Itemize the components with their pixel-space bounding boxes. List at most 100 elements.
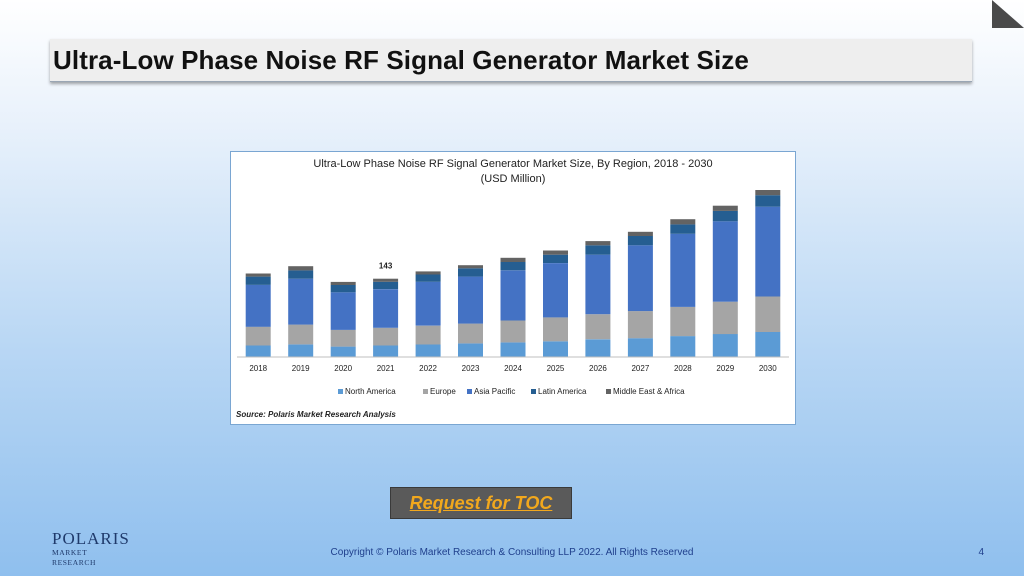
- bar-2024-asia-pacific: [500, 270, 526, 321]
- bar-2029-north-america: [712, 334, 738, 357]
- bar-2018-middle-east-africa: [245, 273, 271, 277]
- bar-2024-latin-america: [500, 262, 526, 271]
- bar-2022-middle-east-africa: [415, 271, 441, 275]
- bar-2019-middle-east-africa: [288, 266, 314, 271]
- x-tick-2023: 2023: [462, 364, 480, 373]
- x-tick-2030: 2030: [759, 364, 777, 373]
- bar-2021-north-america: [373, 345, 399, 357]
- bar-2019-asia-pacific: [288, 278, 314, 325]
- x-tick-labels: 2018 2019 2020 2021 2022 2023 2024 2025 2026 2027…: [249, 364, 777, 373]
- bar-2026-north-america: [585, 339, 611, 357]
- bar-2021-middle-east-africa: [373, 278, 399, 282]
- legend-swatch-asia-pacific: [467, 389, 472, 394]
- corner-triangle-decoration: [992, 0, 1024, 28]
- bar-2025-north-america: [543, 341, 568, 357]
- chart-source: Source: Polaris Market Research Analysis: [236, 410, 396, 419]
- bar-2025-middle-east-africa: [543, 250, 568, 255]
- bar-2023-north-america: [458, 343, 483, 357]
- bar-2023-middle-east-africa: [458, 265, 483, 269]
- x-tick-2021: 2021: [377, 364, 395, 373]
- bar-2020-asia-pacific: [330, 292, 356, 330]
- bar-2027-europe: [627, 311, 653, 339]
- bar-2018-latin-america: [245, 276, 271, 285]
- bar-2022-latin-america: [415, 274, 441, 282]
- bar-2030-asia-pacific: [755, 206, 781, 297]
- x-tick-2027: 2027: [631, 364, 649, 373]
- legend-swatch-europe: [423, 389, 428, 394]
- bar-2028-europe: [670, 306, 696, 337]
- data-label-2021: 143: [379, 262, 393, 271]
- bar-2029-latin-america: [712, 210, 738, 222]
- bar-2028-north-america: [670, 336, 696, 357]
- bar-2022-europe: [415, 325, 441, 345]
- bar-2029-middle-east-africa: [712, 205, 738, 211]
- bar-2025-latin-america: [543, 254, 568, 263]
- bar-2030-middle-east-africa: [755, 190, 781, 196]
- legend-swatch-latin-america: [531, 389, 536, 394]
- legend-label-north-america: North America: [345, 387, 396, 396]
- bar-2025-europe: [543, 317, 568, 342]
- x-tick-2019: 2019: [292, 364, 310, 373]
- bar-2027-asia-pacific: [627, 245, 653, 312]
- chart-panel: Ultra-Low Phase Noise RF Signal Generato…: [230, 151, 796, 425]
- bar-2022-asia-pacific: [415, 281, 441, 326]
- logo-name: POLARIS: [52, 529, 130, 548]
- bar-2024-europe: [500, 320, 526, 343]
- bar-2025-asia-pacific: [543, 263, 568, 318]
- legend-swatch-middle-east-africa: [606, 389, 611, 394]
- legend-swatch-north-america: [338, 389, 343, 394]
- bar-2019-europe: [288, 324, 314, 345]
- x-tick-2025: 2025: [547, 364, 565, 373]
- bar-2030-latin-america: [755, 195, 781, 207]
- x-tick-2020: 2020: [334, 364, 352, 373]
- bar-2029-asia-pacific: [712, 221, 738, 302]
- chart-subtitle: (USD Million): [481, 173, 546, 185]
- bar-2019-north-america: [288, 344, 314, 357]
- request-toc-button[interactable]: Request for TOC: [390, 487, 572, 519]
- bar-2020-north-america: [330, 346, 356, 357]
- bar-2028-asia-pacific: [670, 233, 696, 307]
- chart-title: Ultra-Low Phase Noise RF Signal Generato…: [313, 158, 712, 170]
- x-tick-2018: 2018: [249, 364, 267, 373]
- legend-label-asia-pacific: Asia Pacific: [474, 387, 515, 396]
- bar-2030-europe: [755, 296, 781, 332]
- bar-2023-asia-pacific: [458, 276, 483, 324]
- bar-2018-asia-pacific: [245, 285, 271, 327]
- x-tick-2029: 2029: [716, 364, 734, 373]
- stacked-bar-chart: Ultra-Low Phase Noise RF Signal Generato…: [236, 158, 789, 419]
- bar-2028-middle-east-africa: [670, 219, 696, 225]
- bar-2026-middle-east-africa: [585, 241, 611, 246]
- bar-2029-europe: [712, 301, 738, 335]
- bar-2026-latin-america: [585, 245, 611, 255]
- bar-2023-europe: [458, 323, 483, 344]
- legend: North America Europe Asia Pacific Latin Ame…: [338, 387, 685, 396]
- bar-2020-latin-america: [330, 285, 356, 293]
- bar-2021-europe: [373, 327, 399, 346]
- page-number: 4: [978, 547, 984, 558]
- bar-2021-asia-pacific: [373, 289, 399, 328]
- bar-2019-latin-america: [288, 270, 314, 279]
- bar-2020-middle-east-africa: [330, 281, 356, 285]
- bar-2027-north-america: [627, 338, 653, 357]
- x-tick-2022: 2022: [419, 364, 437, 373]
- logo-subtitle: MARKET RESEARCH: [52, 548, 96, 567]
- bar-2026-europe: [585, 314, 611, 340]
- x-tick-2028: 2028: [674, 364, 692, 373]
- bar-2023-latin-america: [458, 268, 483, 277]
- bar-2021-latin-america: [373, 281, 399, 290]
- bar-2028-latin-america: [670, 224, 696, 234]
- bar-2026-asia-pacific: [585, 254, 611, 315]
- legend-label-europe: Europe: [430, 387, 456, 396]
- legend-label-middle-east-africa: Middle East & Africa: [613, 387, 685, 396]
- data-labels: 143: [379, 262, 393, 271]
- title-bar: Ultra-Low Phase Noise RF Signal Generato…: [50, 39, 972, 82]
- bar-2030-north-america: [755, 331, 781, 357]
- bar-2024-middle-east-africa: [500, 257, 526, 262]
- bar-group: [245, 190, 781, 357]
- x-tick-2024: 2024: [504, 364, 522, 373]
- bar-2018-europe: [245, 326, 271, 346]
- copyright-text: Copyright © Polaris Market Research & Co…: [330, 547, 694, 558]
- polaris-logo: POLARIS MARKET RESEARCH: [52, 529, 132, 568]
- bar-2020-europe: [330, 329, 356, 347]
- bar-2027-middle-east-africa: [627, 231, 653, 236]
